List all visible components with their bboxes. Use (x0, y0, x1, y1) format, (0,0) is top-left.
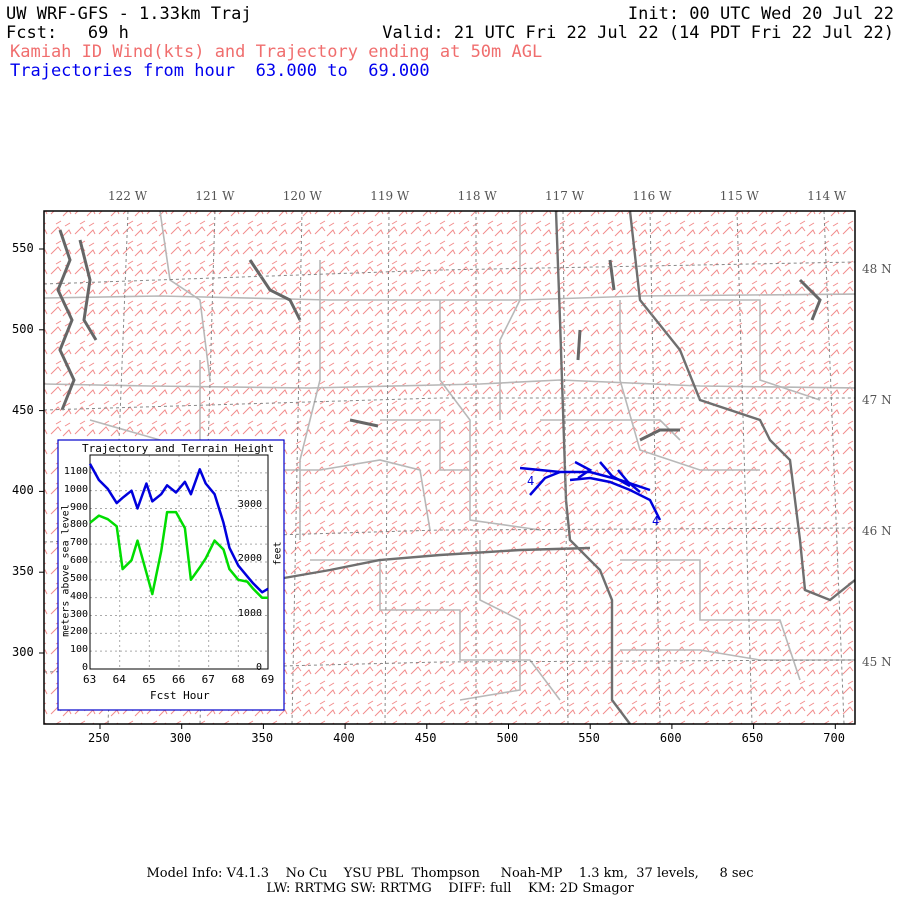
inset-x-tick-label: 69 (261, 673, 275, 686)
inset-y-tick-label: 600 (69, 555, 88, 566)
longitude-label: 116 W (632, 189, 672, 203)
model-info-line: Model Info: V4.1.3 No Cu YSU PBL Thompso… (146, 866, 754, 881)
map-x-tick-label: 450 (414, 731, 437, 745)
inset-x-tick-label: 65 (142, 673, 156, 686)
map-y-tick-label: 450 (12, 402, 34, 417)
inset-y-tick-label: 500 (69, 572, 88, 584)
map-x-tick-label: 300 (169, 731, 192, 745)
inset-x-tick-label: 68 (231, 673, 245, 686)
inset-xlabel: Fcst Hour (150, 689, 210, 702)
trajectory-height-line (88, 463, 269, 594)
map-x-tick-label: 700 (823, 731, 845, 745)
map-x-tick-label: 350 (251, 731, 274, 745)
inset-x-tick-label: 67 (201, 673, 215, 686)
longitude-label: 119 W (370, 189, 410, 203)
inset-feet-tick-label: 0 (255, 662, 262, 673)
map-y-tick-marks (39, 248, 44, 654)
inset-title: Trajectory and Terrain Height (82, 442, 275, 455)
longitude-label: 117 W (545, 189, 585, 203)
map-y-tick-label: 300 (12, 645, 34, 659)
latitude-label: 47 N (862, 393, 892, 407)
inset-plot-frame (89, 454, 269, 670)
inset-ylabel-right: feet (272, 541, 284, 566)
latitude-label: 45 N (862, 655, 892, 669)
map-x-tick-label: 250 (88, 731, 110, 745)
longitude-label: 118 W (457, 189, 497, 203)
map-y-tick-label: 550 (12, 241, 34, 255)
field-description: Kamiah ID Wind(kts) and Trajectory endin… (10, 42, 543, 62)
inset-y-tick-label: 200 (69, 626, 88, 638)
inset-x-tick-label: 64 (112, 673, 126, 686)
trajectory-hour-marker: 4 (527, 474, 535, 488)
inset-y-tick-label: 300 (69, 608, 88, 620)
init-time: Init: 00 UTC Wed 20 Jul 22 (627, 4, 894, 24)
longitude-label: 121 W (195, 189, 235, 203)
inset-y-tick-label: 0 (81, 662, 88, 673)
inset-x-tick-label: 63 (83, 673, 97, 686)
map-y-tick-label: 400 (12, 483, 34, 498)
latitude-label: 48 N (862, 262, 892, 276)
map-x-tick-label: 550 (578, 731, 600, 745)
map-x-tick-label: 600 (659, 731, 682, 745)
trajectory-range: Trajectories from hour 63.000 to 69.000 (10, 61, 430, 81)
longitude-label: 120 W (282, 189, 322, 203)
trajectory-hour-marker: 4 (652, 514, 660, 528)
trajectory-paths (519, 460, 662, 521)
inset-y-tick-label: 400 (69, 590, 88, 602)
map-x-tick-label: 650 (741, 731, 764, 745)
longitude-label: 115 W (719, 189, 759, 203)
inset-feet-tick-label: 1000 (237, 607, 262, 619)
inset-feet-tick-label: 3000 (237, 498, 262, 510)
inset-feet-tick-label: 2000 (237, 553, 262, 565)
map-x-tick-label: 500 (496, 731, 519, 745)
map-y-tick-label: 350 (12, 564, 34, 579)
inset-y-tick-label: 1100 (63, 465, 88, 477)
physics-info-line: LW: RRTMG SW: RRTMG DIFF: full KM: 2D Sm… (266, 881, 634, 896)
inset-y-tick-label: 700 (69, 537, 88, 549)
map-frame (43, 210, 856, 725)
longitude-label: 122 W (108, 189, 148, 203)
model-title: UW WRF-GFS - 1.33km Traj (6, 4, 252, 24)
inset-chart (57, 439, 285, 711)
terrain-height-line (89, 510, 268, 599)
inset-y-tick-label: 900 (69, 501, 88, 513)
inset-y-tick-label: 800 (69, 519, 88, 531)
forecast-hour: Fcst: 69 h (6, 23, 129, 43)
inset-series (88, 463, 269, 599)
inset-y-tick-label: 100 (69, 644, 88, 656)
longitude-label: 114 W (807, 189, 847, 203)
map-y-tick-label: 500 (12, 321, 34, 336)
inset-x-tick-label: 66 (172, 673, 186, 686)
water-features (56, 229, 822, 442)
latitude-label: 46 N (862, 524, 892, 538)
map-x-tick-marks (99, 724, 836, 729)
valid-time: Valid: 21 UTC Fri 22 Jul 22 (14 PDT Fri … (382, 23, 894, 43)
map-x-tick-label: 400 (333, 731, 355, 745)
inset-y-tick-label: 1000 (63, 483, 88, 495)
